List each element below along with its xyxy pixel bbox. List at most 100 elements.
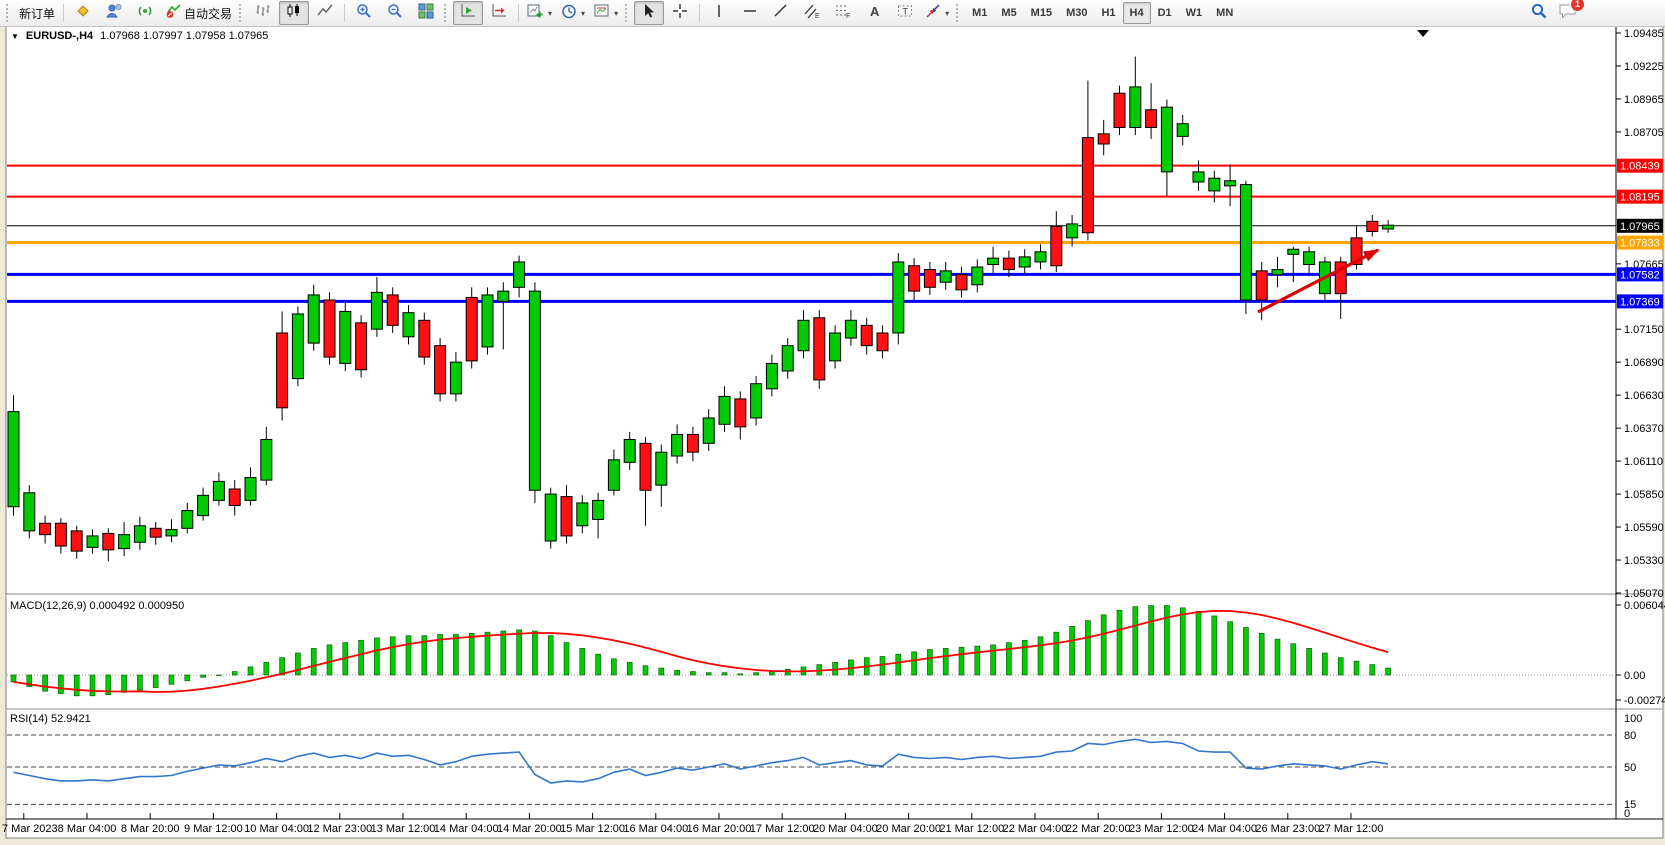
zoom-out-button[interactable]	[380, 1, 410, 25]
chart-dropdown-icon[interactable]: ▼	[11, 31, 19, 41]
bar-chart-button[interactable]	[248, 1, 278, 25]
candle-body	[1208, 177, 1221, 192]
candle-body	[23, 492, 36, 532]
time-axis-label: 22 Mar 04:00	[1003, 823, 1068, 835]
candle-body	[323, 299, 336, 358]
candle-body	[1176, 123, 1189, 137]
macd-histogram-bar	[121, 674, 127, 693]
price-axis-label: 1.06630	[1624, 390, 1664, 402]
candle-body	[1334, 261, 1347, 295]
macd-histogram-bar	[358, 639, 364, 676]
search-icon[interactable]	[1530, 2, 1548, 25]
price-axis-label: 1.08965	[1624, 94, 1664, 106]
chart-shift-button[interactable]	[484, 1, 514, 25]
line-chart-button[interactable]	[310, 1, 340, 25]
price-tag-label: 1.08439	[1620, 161, 1660, 173]
timeframe-button-MN[interactable]: MN	[1216, 7, 1234, 19]
community-button[interactable]	[99, 1, 129, 25]
time-axis-label: 7 Mar 2023	[2, 823, 58, 835]
timeframe-button-H1[interactable]: H1	[1101, 7, 1116, 19]
price-tag-1.08195	[1617, 189, 1663, 204]
macd-histogram-bar	[374, 637, 380, 676]
tile-windows-button[interactable]	[411, 1, 441, 25]
time-axis-label: 20 Mar 20:00	[876, 823, 941, 835]
macd-histogram-bar	[1337, 657, 1344, 676]
macd-histogram-bar	[453, 634, 459, 676]
horizontal-line-button[interactable]	[735, 1, 765, 25]
text-label-button[interactable]: T	[890, 1, 920, 25]
timeframe-button-M1[interactable]: M1	[972, 7, 988, 19]
macd-histogram-bar	[658, 667, 665, 676]
trend-arrow-head[interactable]	[1363, 249, 1380, 262]
macd-indicator-label: MACD(12,26,9) 0.000492 0.000950	[10, 600, 185, 612]
chart-shift-marker[interactable]	[1417, 30, 1429, 37]
clock-icon	[561, 3, 577, 24]
signals-button[interactable]	[130, 1, 160, 25]
crosshair-button[interactable]	[665, 1, 695, 25]
price-tag-label: 1.08195	[1620, 192, 1660, 204]
zoom-in-button[interactable]	[349, 1, 379, 25]
candle-body	[1160, 106, 1173, 173]
candle-body	[544, 493, 557, 542]
new-order-button[interactable]: 新订单	[15, 1, 59, 25]
rsi-axis-label: 100	[1624, 713, 1642, 725]
candle-body	[829, 332, 842, 362]
macd-histogram-bar	[1116, 609, 1123, 676]
time-axis-label: 26 Mar 23:00	[1255, 823, 1320, 835]
toolbar-drag-handle[interactable]	[444, 4, 450, 22]
timeframe-button-W1[interactable]: W1	[1185, 7, 1203, 19]
toolbar-separator	[63, 4, 65, 22]
timeframe-button-M30[interactable]: M30	[1066, 7, 1088, 19]
price-tag-label: 1.07369	[1620, 296, 1660, 308]
candle-body	[70, 530, 83, 552]
timeframe-button-H4[interactable]: H4	[1122, 2, 1151, 24]
candlestick-chart-button[interactable]	[279, 1, 310, 25]
candle-body	[370, 291, 383, 330]
macd-histogram-bar	[1148, 605, 1154, 676]
text-icon: A	[866, 3, 882, 24]
candle-body	[39, 522, 52, 536]
chevron-down-icon: ▾	[548, 8, 553, 18]
timeframe-button-D1[interactable]: D1	[1157, 7, 1172, 19]
candle-body	[1129, 86, 1142, 128]
auto-scroll-button[interactable]	[453, 1, 484, 25]
profiles-button[interactable]	[68, 1, 98, 25]
fibonacci-button[interactable]: F	[828, 1, 858, 25]
timeframe-button-M5[interactable]: M5	[1001, 7, 1017, 19]
trend-arrow-line[interactable]	[1257, 248, 1379, 314]
arrows-button[interactable]: ▾	[921, 1, 953, 25]
timeframe-button-M15[interactable]: M15	[1030, 7, 1053, 19]
price-axis-label: 1.09225	[1624, 61, 1664, 73]
new-chart-button[interactable]: ▾	[523, 1, 556, 25]
toolbar-drag-handle[interactable]	[6, 4, 12, 22]
vertical-line-button[interactable]	[704, 1, 734, 25]
auto-trading-icon	[165, 3, 181, 24]
bar-chart-icon	[255, 3, 271, 24]
text-button[interactable]: A	[859, 1, 889, 25]
cursor-button[interactable]	[634, 1, 665, 25]
period-button[interactable]: ▾	[557, 1, 589, 25]
time-axis-label: 15 Mar 12:00	[560, 823, 625, 835]
toolbar-drag-handle[interactable]	[625, 4, 631, 22]
toolbar-separator	[699, 4, 701, 22]
time-axis-label: 21 Mar 12:00	[939, 823, 1004, 835]
toolbar-drag-handle[interactable]	[956, 4, 962, 22]
rsi-axis-label: 80	[1624, 730, 1636, 742]
macd-histogram-bar	[911, 651, 917, 676]
macd-histogram-bar	[231, 671, 238, 676]
macd-histogram-bar	[263, 661, 270, 676]
candle-body	[1097, 133, 1110, 145]
notifications-button[interactable]: 1	[1558, 0, 1585, 25]
candle-body	[592, 499, 605, 520]
macd-axis-label: 0.00	[1624, 670, 1645, 682]
toolbar-drag-handle[interactable]	[239, 4, 245, 22]
auto-trading-button[interactable]: 自动交易	[161, 1, 236, 25]
trendline-button[interactable]	[766, 1, 796, 25]
chart-title: ▼ EURUSD-,H4 1.07968 1.07997 1.07958 1.0…	[11, 30, 268, 42]
equidistant-channel-button[interactable]: E	[797, 1, 827, 25]
macd-histogram-bar	[1195, 611, 1202, 676]
candle-body	[1081, 137, 1094, 234]
macd-histogram-bar	[279, 657, 285, 676]
template-button[interactable]: ▾	[590, 1, 622, 25]
